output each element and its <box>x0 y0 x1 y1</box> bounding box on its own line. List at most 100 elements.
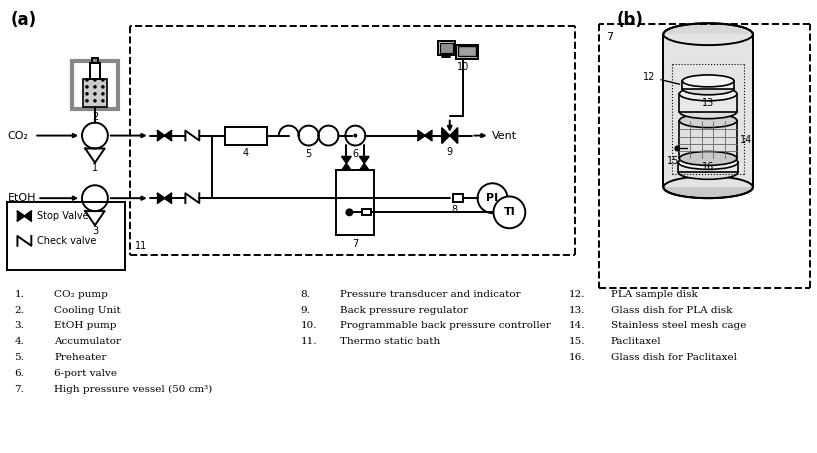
Bar <box>7 202 125 270</box>
Polygon shape <box>158 131 164 140</box>
Text: PI: PI <box>486 193 498 203</box>
Text: 16.: 16. <box>569 353 586 362</box>
Ellipse shape <box>679 87 737 101</box>
Text: 12.: 12. <box>569 289 586 299</box>
Bar <box>72 61 118 109</box>
Bar <box>83 79 107 107</box>
Polygon shape <box>164 193 172 203</box>
Circle shape <box>85 92 89 96</box>
Text: Stainless steel mesh cage: Stainless steel mesh cage <box>611 322 746 330</box>
Text: Programmable back pressure controller: Programmable back pressure controller <box>341 322 551 330</box>
Text: 4.: 4. <box>15 337 25 346</box>
Text: 11: 11 <box>135 241 147 251</box>
Circle shape <box>85 78 89 82</box>
Text: High pressure vessel (50 cm³): High pressure vessel (50 cm³) <box>54 385 212 394</box>
Polygon shape <box>442 128 449 144</box>
Text: (b): (b) <box>617 11 644 29</box>
Polygon shape <box>164 131 172 140</box>
Text: 13: 13 <box>702 98 714 108</box>
Text: Paclitaxel: Paclitaxel <box>611 337 662 346</box>
Text: 10.: 10. <box>301 322 317 330</box>
Circle shape <box>346 208 353 217</box>
Text: Stop Valve: Stop Valve <box>38 211 89 221</box>
Bar <box>453 194 462 202</box>
Text: Pressure transducer and indicator: Pressure transducer and indicator <box>341 289 521 299</box>
Text: 7: 7 <box>605 32 613 42</box>
Bar <box>440 43 453 53</box>
Text: 5.: 5. <box>15 353 25 362</box>
Text: CO₂ pump: CO₂ pump <box>54 289 108 299</box>
Text: 7.: 7. <box>15 385 25 394</box>
Text: CO₂: CO₂ <box>7 130 29 140</box>
Text: 10: 10 <box>457 62 469 72</box>
Ellipse shape <box>682 75 734 87</box>
Bar <box>438 41 455 55</box>
Bar <box>678 162 738 172</box>
Bar <box>679 94 737 112</box>
Polygon shape <box>158 193 164 203</box>
Text: Back pressure regulator: Back pressure regulator <box>341 305 468 314</box>
Text: 4: 4 <box>243 149 249 159</box>
Bar <box>682 81 734 89</box>
Text: 9: 9 <box>447 148 453 158</box>
Circle shape <box>85 85 89 89</box>
Text: Cooling Unit: Cooling Unit <box>54 305 121 314</box>
Polygon shape <box>449 128 458 144</box>
Circle shape <box>493 197 525 228</box>
Polygon shape <box>359 164 369 170</box>
Text: 3.: 3. <box>15 322 25 330</box>
Bar <box>362 209 371 215</box>
Bar <box>663 34 753 187</box>
Circle shape <box>85 99 89 102</box>
Bar <box>92 58 98 63</box>
Text: 12: 12 <box>643 72 680 84</box>
Ellipse shape <box>679 151 737 165</box>
Text: Glass dish for Paclitaxel: Glass dish for Paclitaxel <box>611 353 737 362</box>
Circle shape <box>93 85 96 89</box>
Bar <box>679 120 737 159</box>
Text: 16: 16 <box>702 162 714 172</box>
Text: 2.: 2. <box>15 305 25 314</box>
Circle shape <box>353 134 357 138</box>
Bar <box>458 46 475 56</box>
Circle shape <box>478 183 507 213</box>
Text: Glass dish for PLA disk: Glass dish for PLA disk <box>611 305 732 314</box>
Text: 9.: 9. <box>301 305 310 314</box>
Polygon shape <box>418 131 425 140</box>
Bar <box>456 45 478 59</box>
Text: 15: 15 <box>667 156 680 166</box>
Text: EtOH pump: EtOH pump <box>54 322 117 330</box>
Text: 8: 8 <box>452 205 458 215</box>
Circle shape <box>93 78 96 82</box>
Text: 6.: 6. <box>15 369 25 378</box>
Circle shape <box>101 92 105 96</box>
Text: 14.: 14. <box>569 322 586 330</box>
Polygon shape <box>342 164 351 170</box>
Text: 6-port valve: 6-port valve <box>54 369 117 378</box>
Polygon shape <box>17 211 25 221</box>
Text: EtOH: EtOH <box>7 193 36 203</box>
Text: 8.: 8. <box>301 289 310 299</box>
Text: 1.: 1. <box>15 289 25 299</box>
Text: 13.: 13. <box>569 305 586 314</box>
Bar <box>337 170 374 235</box>
Text: TI: TI <box>503 207 516 217</box>
Text: Preheater: Preheater <box>54 353 106 362</box>
Ellipse shape <box>679 105 737 119</box>
Text: 11.: 11. <box>301 337 317 346</box>
Ellipse shape <box>678 165 738 179</box>
Circle shape <box>101 99 105 102</box>
Polygon shape <box>425 131 432 140</box>
Polygon shape <box>359 156 369 164</box>
Text: 1: 1 <box>92 164 98 173</box>
Text: Check valve: Check valve <box>38 236 96 246</box>
Text: 2: 2 <box>92 112 98 122</box>
Text: PLA sample disk: PLA sample disk <box>611 289 698 299</box>
Text: 15.: 15. <box>569 337 586 346</box>
Ellipse shape <box>679 114 737 128</box>
Text: 3: 3 <box>92 226 98 236</box>
Bar <box>225 127 267 145</box>
Text: 14: 14 <box>740 135 752 145</box>
Circle shape <box>101 85 105 89</box>
Text: 5: 5 <box>306 149 312 159</box>
